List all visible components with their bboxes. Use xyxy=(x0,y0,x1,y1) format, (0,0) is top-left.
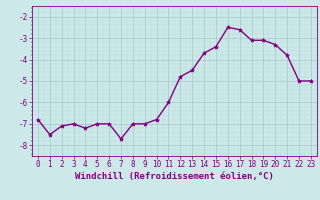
X-axis label: Windchill (Refroidissement éolien,°C): Windchill (Refroidissement éolien,°C) xyxy=(75,172,274,181)
